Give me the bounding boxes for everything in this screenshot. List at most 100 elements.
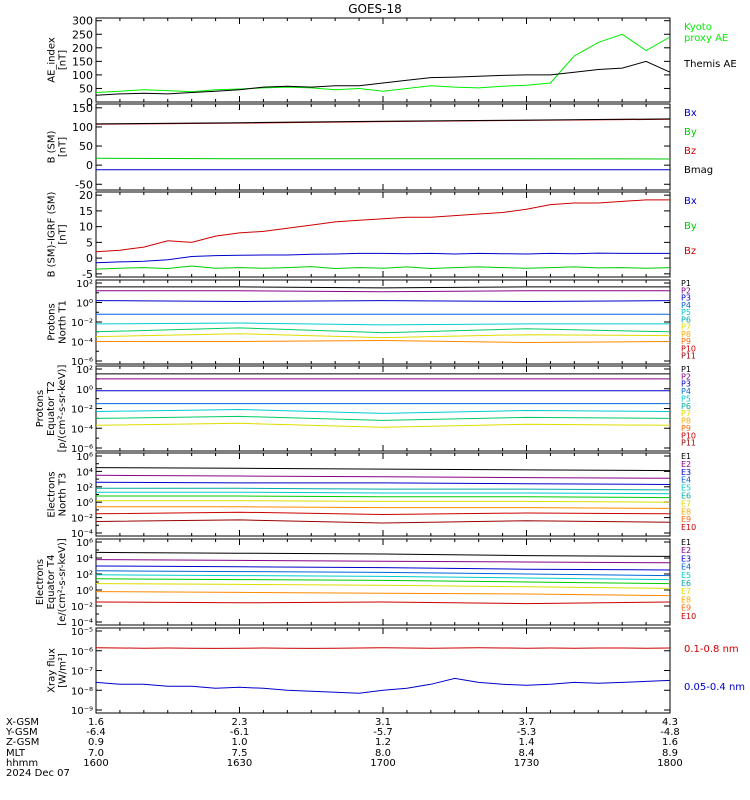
legend-label: Bx [684,108,697,119]
x-axis-value: 1.4 [519,737,535,748]
legend-label: E1 [681,538,691,547]
series-line-e8 [96,506,671,509]
x-axis-value: 1.6 [88,717,104,728]
series-line-by [95,265,671,270]
series-line-p7 [95,333,671,339]
y-tick-label: 10 [79,221,93,234]
legend-label: proxy AE [684,33,728,44]
x-axis-value: 0.9 [88,737,104,748]
legend-label: Kyoto [684,22,712,33]
panel-frame-4 [95,279,671,365]
legend-label: E3 [681,468,691,477]
y-tick-label: 10⁻⁴ [71,618,93,629]
y-tick-label: 10⁻⁶ [71,444,93,455]
y-tick-label: 10⁶ [76,452,93,463]
series-line-e2 [95,474,671,479]
y-tick-label: 150 [72,102,93,115]
legend-label: P1 [681,279,691,288]
y-tick-label: 10⁻⁹ [71,706,93,717]
x-axis-value: 2.3 [232,717,248,728]
x-axis-row-label: MLT [6,748,26,759]
y-tick-label: 10⁰ [76,586,93,597]
series-line-e4 [96,487,671,491]
legend-label: P7 [681,409,691,418]
y-tick-label: 10⁰ [76,299,93,310]
legend-label: P5 [681,308,691,317]
y-tick-label: 10⁻⁶ [71,647,93,658]
series-line-e8 [95,591,671,597]
legend-label: P7 [681,323,691,332]
legend-label: E3 [681,554,691,563]
y-tick-label: 10⁰ [76,498,93,509]
y-tick-label: 10⁻⁴ [71,529,93,540]
y-tick-label: 10⁻⁴ [71,338,93,349]
y-tick-label: 10⁻⁸ [71,686,93,697]
legend-label: E9 [681,604,691,613]
series-line-0.1-0.8-nm [95,647,671,649]
legend-label: 0.1-0.8 nm [684,644,739,655]
y-tick-label: 200 [72,42,93,55]
x-axis-row-label: X-GSM [6,717,39,728]
legend-label: P1 [681,365,691,374]
legend-label: E2 [681,546,691,555]
legend-label: E9 [681,515,691,524]
x-axis-value: 1.6 [662,737,678,748]
chart-title: GOES-18 [348,2,402,16]
y-tick-label: 10² [76,279,93,290]
y-tick-label: 15 [79,205,93,218]
y-tick-label: 10⁻⁴ [71,424,93,435]
x-axis-value: 8.0 [375,748,391,759]
legend-label: P3 [681,294,691,303]
series-line-p5 [95,408,671,414]
series-line-0.05-0.4-nm [95,677,671,694]
legend-label: P4 [681,387,691,396]
panel-frame-1 [95,17,671,103]
legend-label: E6 [681,492,691,501]
legend-label: P10 [681,431,696,440]
y-tick-label: -50 [75,178,93,191]
legend-label: Bx [684,196,697,207]
series-line-p7 [95,422,671,428]
series-line-e5 [96,491,671,495]
y-tick-label: 10⁻⁷ [71,667,93,678]
series-line-e9 [95,601,671,605]
x-axis-row-label: Y-GSM [5,727,38,738]
y-tick-label: 10⁴ [76,467,93,478]
y-axis-label: ProtonsNorth T1 [47,300,69,344]
legend-label: E8 [681,507,691,516]
x-axis-value: -6.4 [86,727,106,738]
legend-label: Bz [684,146,696,157]
x-axis-row-label: Z-GSM [6,737,39,748]
legend-label: Bz [684,246,696,257]
legend-label: E5 [681,484,691,493]
series-line-e4 [95,570,671,577]
series-line-e1 [95,467,671,472]
x-axis-value: 3.7 [519,717,535,728]
legend-label: P5 [681,394,691,403]
series-line-kyoto-proxy-ae [95,33,671,93]
y-axis-label: AE_index[nT] [47,37,69,83]
y-tick-label: 10² [76,365,93,376]
y-tick-label: 0 [86,252,93,265]
x-axis-value: 1.2 [375,737,391,748]
y-axis-label: ElectronsNorth T3 [47,471,69,517]
legend-label: E7 [681,499,691,508]
panel-frame-3 [95,191,671,278]
x-axis-value: 3.1 [375,717,391,728]
y-tick-label: 50 [79,140,93,153]
series-line-p6 [95,327,671,334]
series-line-p1 [96,286,670,289]
series-line-by [95,157,671,160]
y-tick-label: 0 [86,96,93,109]
panel-frame-2 [95,103,671,191]
y-axis-label: B (SM)-IGRF (SM)[nT] [47,192,69,278]
panel-frame-8 [95,627,671,714]
series-line-bx [95,252,670,264]
series-line-e5 [95,574,671,581]
legend-label: P10 [681,344,696,353]
x-axis-value: 1630 [227,758,252,769]
y-tick-label: 50 [79,82,93,95]
x-axis-value: -4.8 [660,727,680,738]
x-axis-value: 1800 [657,758,682,769]
